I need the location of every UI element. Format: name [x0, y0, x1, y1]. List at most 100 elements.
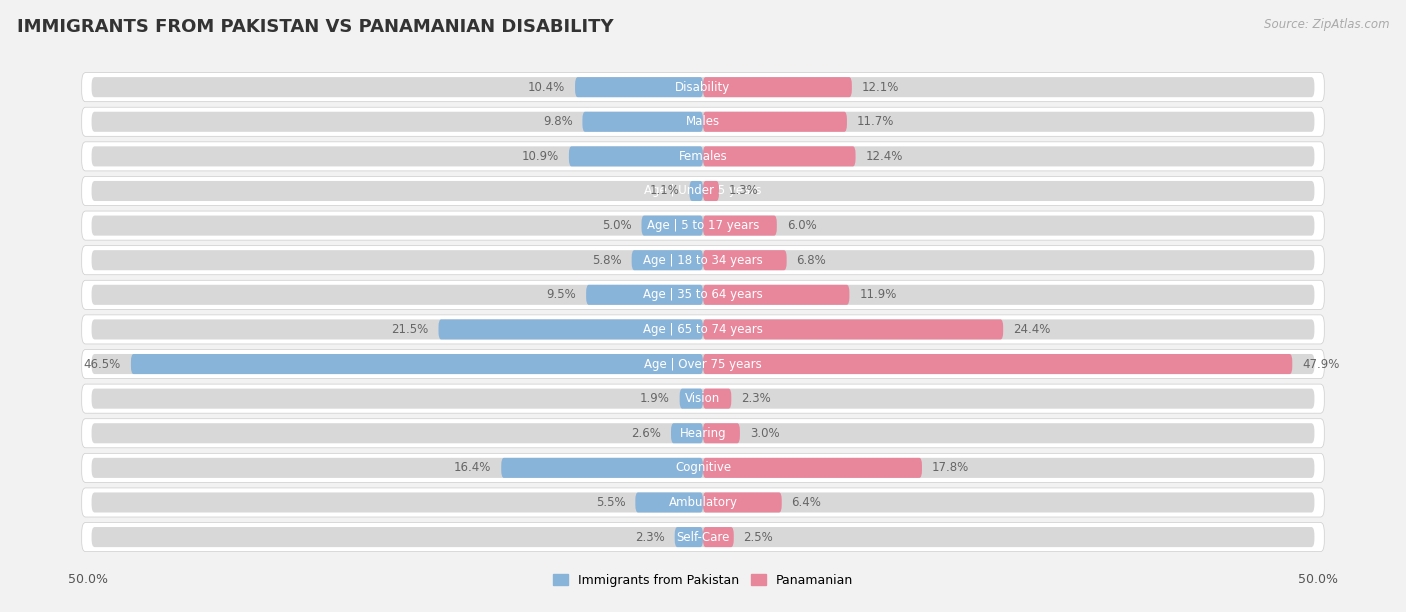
FancyBboxPatch shape [91, 146, 1315, 166]
FancyBboxPatch shape [82, 453, 1324, 482]
Text: 2.5%: 2.5% [744, 531, 773, 543]
Text: 1.3%: 1.3% [728, 184, 759, 198]
FancyBboxPatch shape [91, 285, 1315, 305]
Text: Males: Males [686, 115, 720, 129]
Text: 17.8%: 17.8% [932, 461, 969, 474]
FancyBboxPatch shape [703, 527, 734, 547]
FancyBboxPatch shape [91, 319, 1315, 340]
FancyBboxPatch shape [703, 424, 740, 443]
Text: 10.9%: 10.9% [522, 150, 560, 163]
FancyBboxPatch shape [671, 424, 703, 443]
Text: Disability: Disability [675, 81, 731, 94]
FancyBboxPatch shape [582, 112, 703, 132]
FancyBboxPatch shape [703, 181, 718, 201]
Text: 9.5%: 9.5% [547, 288, 576, 301]
Text: Age | 5 to 17 years: Age | 5 to 17 years [647, 219, 759, 232]
Text: 3.0%: 3.0% [749, 427, 779, 440]
FancyBboxPatch shape [703, 146, 855, 166]
Text: 10.4%: 10.4% [529, 81, 565, 94]
FancyBboxPatch shape [689, 181, 703, 201]
Legend: Immigrants from Pakistan, Panamanian: Immigrants from Pakistan, Panamanian [547, 569, 859, 592]
Text: 9.8%: 9.8% [543, 115, 572, 129]
FancyBboxPatch shape [703, 215, 778, 236]
Text: Source: ZipAtlas.com: Source: ZipAtlas.com [1264, 18, 1389, 31]
FancyBboxPatch shape [91, 493, 1315, 512]
Text: 5.0%: 5.0% [602, 219, 631, 232]
FancyBboxPatch shape [82, 176, 1324, 206]
FancyBboxPatch shape [91, 215, 1315, 236]
Text: Age | Under 5 years: Age | Under 5 years [644, 184, 762, 198]
Text: 1.1%: 1.1% [650, 184, 679, 198]
Text: 5.5%: 5.5% [596, 496, 626, 509]
FancyBboxPatch shape [91, 354, 1315, 374]
Text: 12.4%: 12.4% [866, 150, 903, 163]
FancyBboxPatch shape [439, 319, 703, 340]
FancyBboxPatch shape [82, 315, 1324, 344]
FancyBboxPatch shape [91, 458, 1315, 478]
Text: Self-Care: Self-Care [676, 531, 730, 543]
FancyBboxPatch shape [703, 319, 1004, 340]
FancyBboxPatch shape [703, 493, 782, 512]
Text: 46.5%: 46.5% [84, 357, 121, 370]
Text: 47.9%: 47.9% [1302, 357, 1340, 370]
Text: 2.3%: 2.3% [741, 392, 770, 405]
Text: Ambulatory: Ambulatory [668, 496, 738, 509]
Text: 12.1%: 12.1% [862, 81, 898, 94]
Text: 24.4%: 24.4% [1012, 323, 1050, 336]
FancyBboxPatch shape [82, 384, 1324, 413]
FancyBboxPatch shape [679, 389, 703, 409]
FancyBboxPatch shape [82, 245, 1324, 275]
FancyBboxPatch shape [82, 211, 1324, 240]
FancyBboxPatch shape [703, 77, 852, 97]
Text: 6.4%: 6.4% [792, 496, 821, 509]
FancyBboxPatch shape [703, 389, 731, 409]
FancyBboxPatch shape [703, 458, 922, 478]
FancyBboxPatch shape [91, 424, 1315, 443]
FancyBboxPatch shape [636, 493, 703, 512]
FancyBboxPatch shape [82, 107, 1324, 136]
FancyBboxPatch shape [91, 112, 1315, 132]
Text: Females: Females [679, 150, 727, 163]
Text: Age | 65 to 74 years: Age | 65 to 74 years [643, 323, 763, 336]
FancyBboxPatch shape [131, 354, 703, 374]
Text: 6.0%: 6.0% [787, 219, 817, 232]
FancyBboxPatch shape [91, 250, 1315, 271]
FancyBboxPatch shape [91, 77, 1315, 97]
Text: IMMIGRANTS FROM PAKISTAN VS PANAMANIAN DISABILITY: IMMIGRANTS FROM PAKISTAN VS PANAMANIAN D… [17, 18, 613, 36]
Text: 5.8%: 5.8% [592, 254, 621, 267]
FancyBboxPatch shape [82, 142, 1324, 171]
FancyBboxPatch shape [641, 215, 703, 236]
FancyBboxPatch shape [82, 349, 1324, 379]
Text: 2.6%: 2.6% [631, 427, 661, 440]
FancyBboxPatch shape [82, 419, 1324, 448]
Text: 11.9%: 11.9% [859, 288, 897, 301]
FancyBboxPatch shape [569, 146, 703, 166]
FancyBboxPatch shape [91, 527, 1315, 547]
FancyBboxPatch shape [91, 389, 1315, 409]
Text: 16.4%: 16.4% [454, 461, 492, 474]
FancyBboxPatch shape [703, 112, 846, 132]
FancyBboxPatch shape [82, 280, 1324, 309]
Text: Age | 18 to 34 years: Age | 18 to 34 years [643, 254, 763, 267]
FancyBboxPatch shape [703, 354, 1292, 374]
Text: Age | 35 to 64 years: Age | 35 to 64 years [643, 288, 763, 301]
Text: 21.5%: 21.5% [391, 323, 429, 336]
FancyBboxPatch shape [586, 285, 703, 305]
FancyBboxPatch shape [703, 285, 849, 305]
Text: Vision: Vision [685, 392, 721, 405]
FancyBboxPatch shape [675, 527, 703, 547]
Text: 6.8%: 6.8% [796, 254, 827, 267]
Text: 2.3%: 2.3% [636, 531, 665, 543]
FancyBboxPatch shape [91, 181, 1315, 201]
FancyBboxPatch shape [703, 250, 787, 271]
FancyBboxPatch shape [82, 488, 1324, 517]
Text: Cognitive: Cognitive [675, 461, 731, 474]
FancyBboxPatch shape [575, 77, 703, 97]
FancyBboxPatch shape [82, 523, 1324, 551]
Text: 11.7%: 11.7% [856, 115, 894, 129]
FancyBboxPatch shape [82, 73, 1324, 102]
FancyBboxPatch shape [631, 250, 703, 271]
Text: Hearing: Hearing [679, 427, 727, 440]
Text: 1.9%: 1.9% [640, 392, 669, 405]
FancyBboxPatch shape [502, 458, 703, 478]
